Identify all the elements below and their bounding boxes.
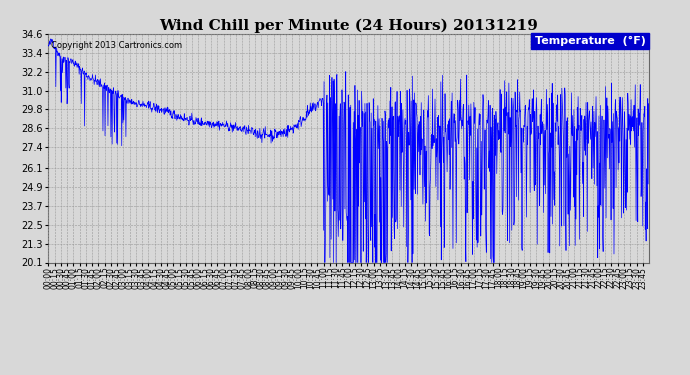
Text: Copyright 2013 Cartronics.com: Copyright 2013 Cartronics.com [51, 40, 182, 50]
Text: Temperature  (°F): Temperature (°F) [535, 36, 646, 46]
Title: Wind Chill per Minute (24 Hours) 20131219: Wind Chill per Minute (24 Hours) 2013121… [159, 18, 538, 33]
